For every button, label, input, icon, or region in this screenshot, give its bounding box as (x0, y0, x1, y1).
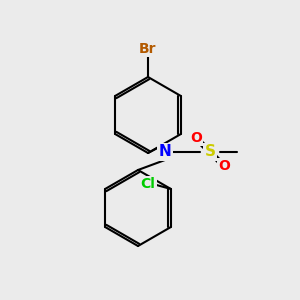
Text: O: O (218, 159, 230, 173)
Text: N: N (159, 145, 171, 160)
Text: S: S (205, 145, 215, 160)
Text: O: O (190, 131, 202, 145)
Text: Cl: Cl (140, 177, 155, 191)
Text: Br: Br (139, 42, 157, 56)
